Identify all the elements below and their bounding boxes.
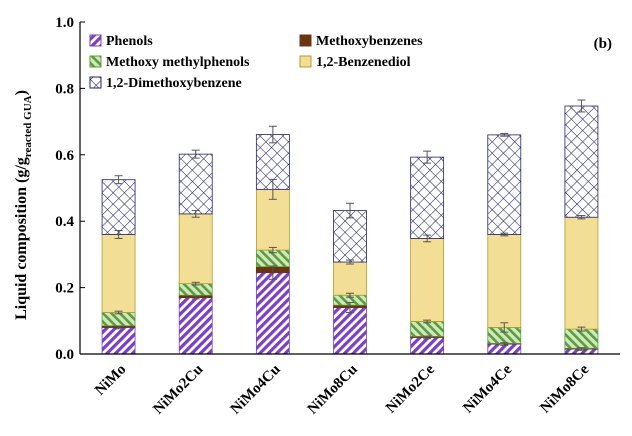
bar-1-2-dimethoxybenzene-nimo8ce [564, 105, 599, 218]
y-tick-label-0-4: 0.4 [55, 214, 74, 230]
y-tick-label-0-2: 0.2 [55, 281, 74, 297]
error-bar-phenols-nimo8ce [577, 347, 586, 351]
bar-1-2-benzenediol-nimo2cu [178, 213, 213, 285]
y-tick-labels: 0.0 0.2 0.4 0.6 0.8 1.0 [55, 15, 74, 363]
error-bar-phenols-nimo8cu [346, 302, 354, 313]
axes-layer [79, 21, 620, 355]
bar-methoxy-methylphenols-nimo [101, 312, 136, 327]
legend-label-phenols: Phenols [106, 34, 153, 49]
error-bar-phenols-nimo2ce [423, 335, 432, 340]
y-axis-title-main: Liquid composition (g/g [13, 157, 30, 320]
bar-1-2-benzenediol-nimo8ce [564, 216, 599, 330]
error-bar-methoxy-methylphenols-nimo4ce [500, 322, 509, 333]
legend-swatch-phenols [89, 34, 102, 47]
error-bar-1-2-benzenediol-nimo8ce [577, 215, 586, 220]
legend-swatch-methoxybenzenes [299, 34, 312, 47]
error-bar-phenols-nimo2cu [191, 295, 200, 300]
bar-phenols-nimo2ce [410, 336, 445, 355]
error-bar-methoxy-methylphenols-nimo8cu [346, 292, 354, 298]
svg-text:Liquid composition (g/greacted: Liquid composition (g/greacted GUA) [13, 90, 34, 320]
bar-phenols-nimo [101, 327, 136, 355]
y-tick-label-0-6: 0.6 [55, 148, 74, 164]
y-axis-title-close: ) [13, 90, 30, 95]
legend-label-1-2-dimethoxybenzene: 1,2-Dimethoxybenzene [106, 76, 242, 91]
error-bar-phenols-nimo4ce [500, 342, 509, 346]
error-bar-methoxy-methylphenols-nimo4cu [268, 246, 277, 254]
bar-phenols-nimo4cu [255, 272, 290, 355]
error-bar-1-2-benzenediol-nimo2ce [423, 234, 432, 243]
error-bar-1-2-dimethoxybenzene-nimo2cu [191, 149, 200, 159]
bar-methoxy-methylphenols-nimo8ce [564, 328, 599, 349]
x-tick-label-nimo2cu: NiMo2Cu [150, 362, 206, 418]
error-bar-methoxy-methylphenols-nimo8ce [577, 326, 586, 332]
error-bar-1-2-benzenediol-nimo [114, 229, 123, 239]
legend-swatch-1-2-dimethoxybenzene [89, 76, 102, 89]
error-bar-methoxy-methylphenols-nimo [114, 310, 123, 315]
bar-1-2-benzenediol-nimo [101, 234, 136, 313]
error-bar-1-2-dimethoxybenzene-nimo2ce [423, 150, 432, 164]
y-tick-label-0-0: 0.0 [55, 347, 74, 363]
error-bar-phenols-nimo [114, 325, 123, 330]
bar-1-2-dimethoxybenzene-nimo2ce [410, 156, 445, 239]
legend-item-methoxy-methylphenols: Methoxy methylphenols [89, 55, 250, 70]
x-tick-label-nimo8cu: NiMo8Cu [305, 362, 361, 418]
error-bar-methoxy-methylphenols-nimo2cu [191, 281, 200, 286]
x-tick-label-nimo8ce: NiMo8Ce [537, 361, 592, 416]
bar-1-2-benzenediol-nimo2ce [410, 238, 445, 322]
legend-item-phenols: Phenols [89, 34, 153, 49]
legend-label-methoxybenzenes: Methoxybenzenes [316, 34, 423, 49]
bar-phenols-nimo2cu [178, 297, 213, 355]
y-tick-label-1-0: 1.0 [55, 15, 74, 31]
error-bar-1-2-dimethoxybenzene-nimo8ce [577, 99, 586, 113]
error-bar-1-2-benzenediol-nimo2cu [191, 210, 200, 218]
panel-label: (b) [594, 36, 612, 52]
y-axis-title: Liquid composition (g/greacted GUA) [13, 90, 34, 320]
legend: Phenols Methoxybenzenes Methoxy methylphen… [89, 34, 423, 91]
legend-item-1-2-benzenediol: 1,2-Benzenediol [299, 55, 411, 70]
legend-item-1-2-dimethoxybenzene: 1,2-Dimethoxybenzene [89, 76, 242, 91]
error-bar-1-2-dimethoxybenzene-nimo8cu [346, 202, 354, 219]
error-bar-1-2-dimethoxybenzene-nimo [114, 175, 123, 185]
y-axis-title-subscript: reacted GUA [22, 95, 34, 157]
bar-1-2-dimethoxybenzene-nimo8cu [333, 210, 367, 263]
x-tick-label-nimo4cu: NiMo4Cu [228, 362, 284, 418]
bar-phenols-nimo8cu [333, 307, 367, 355]
x-category-labels: NiMo NiMo2Cu NiMo4Cu NiMo8Cu NiMo2Ce NiMo4Ce N… [92, 361, 592, 417]
bar-1-2-dimethoxybenzene-nimo4ce [487, 134, 522, 235]
bar-1-2-benzenediol-nimo8cu [333, 261, 367, 296]
error-bar-methoxy-methylphenols-nimo2ce [423, 319, 432, 324]
error-bar-1-2-benzenediol-nimo4ce [500, 232, 509, 237]
error-bar-1-2-benzenediol-nimo8cu [346, 259, 354, 265]
error-bars-layer [114, 99, 586, 351]
bars-layer [101, 105, 599, 355]
y-tick-label-0-8: 0.8 [55, 81, 74, 97]
bar-1-2-dimethoxybenzene-nimo [101, 179, 136, 235]
bar-methoxy-methylphenols-nimo2ce [410, 321, 445, 337]
error-bar-1-2-dimethoxybenzene-nimo4ce [500, 133, 509, 137]
legend-label-methoxy-methylphenols: Methoxy methylphenols [106, 55, 250, 70]
x-tick-label-nimo2ce: NiMo2Ce [383, 361, 438, 416]
legend-label-1-2-benzenediol: 1,2-Benzenediol [316, 55, 411, 70]
x-tick-label-nimo4ce: NiMo4Ce [460, 361, 515, 416]
error-bar-phenols-nimo4cu [268, 265, 277, 280]
error-bar-1-2-benzenediol-nimo4cu [268, 178, 277, 200]
bar-1-2-dimethoxybenzene-nimo2cu [178, 153, 213, 215]
error-bar-1-2-dimethoxybenzene-nimo4cu [268, 125, 277, 144]
legend-swatch-1-2-benzenediol [299, 55, 312, 68]
bar-1-2-benzenediol-nimo4ce [487, 234, 522, 328]
legend-item-methoxybenzenes: Methoxybenzenes [299, 34, 423, 49]
x-tick-label-nimo: NiMo [92, 362, 129, 399]
legend-swatch-methoxy-methylphenols [89, 55, 102, 68]
